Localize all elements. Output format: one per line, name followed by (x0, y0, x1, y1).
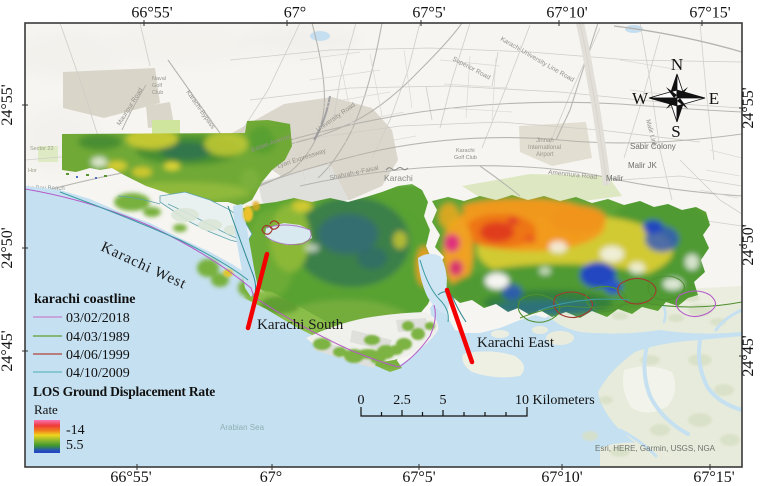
svg-text:67°5': 67°5' (402, 469, 435, 486)
svg-text:Karachi: Karachi (384, 173, 413, 183)
svg-text:24°50': 24°50' (740, 224, 757, 265)
svg-text:Jinnah: Jinnah (536, 138, 554, 144)
svg-text:Karachi East: Karachi East (477, 335, 555, 351)
svg-text:Naval: Naval (152, 76, 166, 82)
svg-text:LOS Ground Displacement Rate: LOS Ground Displacement Rate (33, 384, 215, 399)
svg-text:Club: Club (152, 90, 163, 96)
svg-text:5: 5 (440, 393, 447, 408)
svg-text:67°: 67° (284, 5, 306, 22)
svg-text:W: W (632, 89, 649, 108)
svg-text:Malir JK: Malir JK (628, 161, 658, 170)
svg-text:66°55': 66°55' (131, 5, 172, 22)
svg-text:Malir: Malir (606, 174, 624, 183)
svg-text:Arabian Sea: Arabian Sea (220, 423, 265, 432)
svg-text:0: 0 (358, 393, 365, 408)
svg-text:N: N (671, 55, 683, 74)
svg-text:66°55': 66°55' (110, 469, 151, 486)
svg-text:Airport: Airport (536, 152, 554, 158)
svg-text:04/06/1999: 04/06/1999 (66, 348, 130, 363)
svg-text:Golf Club: Golf Club (454, 155, 477, 161)
svg-text:International: International (528, 145, 561, 151)
svg-text:Karachi: Karachi (456, 148, 475, 154)
svg-text:24°50': 24°50' (0, 227, 16, 268)
svg-text:24°45': 24°45' (740, 335, 757, 376)
svg-text:Karachi South: Karachi South (257, 317, 344, 333)
svg-text:2.5: 2.5 (393, 393, 411, 408)
svg-text:67°15': 67°15' (689, 5, 730, 22)
svg-text:67°5': 67°5' (412, 5, 445, 22)
svg-text:Rate: Rate (34, 402, 58, 417)
svg-text:Sabir Colony: Sabir Colony (630, 142, 676, 151)
svg-text:Hor: Hor (28, 168, 37, 174)
svg-text:67°10': 67°10' (546, 5, 587, 22)
svg-text:03/02/2018: 03/02/2018 (66, 311, 130, 326)
svg-text:24°45': 24°45' (0, 330, 16, 371)
svg-text:Sector 22: Sector 22 (30, 146, 54, 152)
svg-text:24°55': 24°55' (740, 87, 757, 128)
svg-text:Golf: Golf (152, 83, 163, 89)
svg-text:04/10/2009: 04/10/2009 (66, 366, 130, 381)
svg-text:-14: -14 (66, 423, 85, 438)
svg-text:67°: 67° (260, 469, 282, 486)
svg-text:E: E (709, 89, 719, 108)
svg-text:5.5: 5.5 (66, 438, 84, 453)
svg-text:Esri, HERE, Garmin, USGS, NGA: Esri, HERE, Garmin, USGS, NGA (595, 444, 716, 453)
svg-text:67°10': 67°10' (541, 469, 582, 486)
svg-text:67°15': 67°15' (693, 469, 734, 486)
svg-text:24°55': 24°55' (0, 84, 16, 125)
svg-text:04/03/1989: 04/03/1989 (66, 330, 130, 345)
svg-text:10 Kilometers: 10 Kilometers (515, 393, 595, 408)
svg-text:S: S (671, 122, 680, 141)
svg-text:karachi coastline: karachi coastline (34, 292, 136, 307)
